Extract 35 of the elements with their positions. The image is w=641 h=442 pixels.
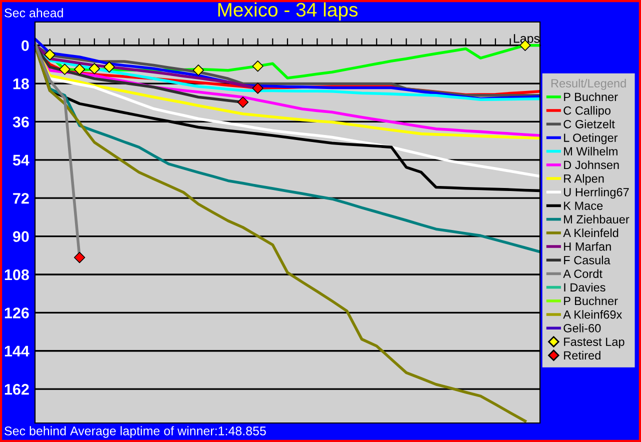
y-tick-label: 0 xyxy=(22,40,29,52)
legend-label: F Casula xyxy=(564,256,610,264)
legend-label: R Alpen xyxy=(564,174,604,186)
legend-label: P Buchner xyxy=(564,296,618,306)
y-tick-label: 36 xyxy=(12,116,29,128)
chart-title: Mexico - 34 laps xyxy=(218,2,358,20)
legend-label: I Davies xyxy=(564,282,606,292)
text: Average laptime of winner:1:48.855 xyxy=(70,426,266,438)
y-tick-label: 162 xyxy=(4,384,29,395)
y-tick-label: 108 xyxy=(4,269,29,280)
legend-title: Result/Legend xyxy=(551,78,626,90)
legend-label: A Kleinf69x xyxy=(563,310,622,319)
legend-label: H Marfan xyxy=(564,242,611,251)
y-tick-label: 90 xyxy=(12,231,29,242)
legend-label: P Buchner xyxy=(564,92,618,102)
legend-label: M Ziehbauer xyxy=(564,214,630,224)
legend-label: U Herrling67 xyxy=(564,188,629,199)
text: Sec behind xyxy=(4,426,66,436)
legend-label: A Cordt xyxy=(563,269,602,278)
legend-label: A Kleinfeld xyxy=(563,228,618,238)
legend-label: M Wilhelm xyxy=(564,146,618,156)
legend-label: C Callipo xyxy=(564,106,610,118)
legend-label: Retired xyxy=(564,350,600,360)
y-axis-title: Sec ahead xyxy=(4,8,63,18)
legend-label: L Oetinger xyxy=(564,133,618,144)
legend-label: D Johnsen xyxy=(564,160,619,170)
legend-label: Fastest Lap xyxy=(564,338,624,348)
y-tick-label: 144 xyxy=(4,346,30,356)
legend-label: C Gietzelt xyxy=(564,120,615,128)
y-tick-label: 54 xyxy=(12,154,30,166)
y-tick-label: 126 xyxy=(4,308,29,318)
y-tick-label: 18 xyxy=(13,78,29,90)
legend-label: K Mace xyxy=(564,202,603,210)
y-tick-label: 72 xyxy=(13,192,29,204)
legend-label: Geli-60 xyxy=(564,324,601,332)
